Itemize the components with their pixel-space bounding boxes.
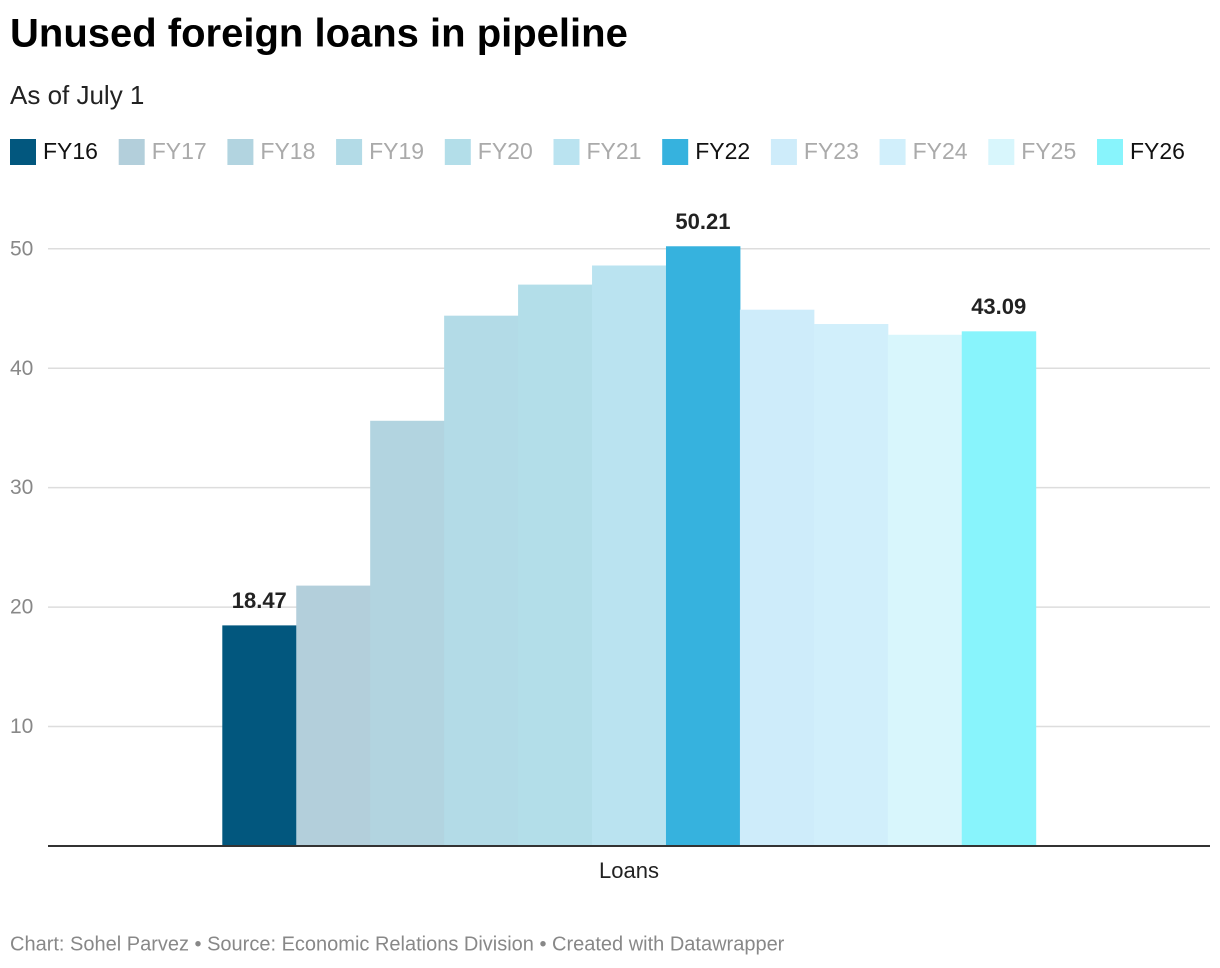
bar bbox=[296, 585, 371, 846]
value-label: 18.47 bbox=[232, 588, 287, 613]
legend-label: FY16 bbox=[43, 138, 98, 164]
bar bbox=[222, 625, 297, 846]
legend-label: FY21 bbox=[587, 138, 642, 164]
legend-label: FY18 bbox=[260, 138, 315, 164]
bar bbox=[665, 246, 741, 847]
legend-swatch bbox=[1097, 139, 1123, 165]
legend-swatch bbox=[770, 139, 797, 165]
bar bbox=[592, 265, 667, 846]
bar bbox=[813, 324, 889, 846]
legend-label: FY20 bbox=[478, 138, 533, 164]
y-tick-label: 50 bbox=[10, 237, 33, 260]
value-label: 43.09 bbox=[971, 294, 1026, 319]
y-tick-label: 10 bbox=[10, 715, 33, 738]
legend-swatch bbox=[227, 139, 254, 165]
legend-label: FY25 bbox=[1021, 138, 1076, 164]
legend-swatch bbox=[988, 139, 1015, 165]
legend-label: FY22 bbox=[695, 138, 750, 164]
legend-swatch bbox=[444, 139, 471, 165]
y-tick-label: 30 bbox=[10, 476, 33, 499]
bar bbox=[739, 309, 815, 846]
legend-label: FY19 bbox=[369, 138, 424, 164]
bar bbox=[444, 315, 519, 847]
value-label: 50.21 bbox=[675, 209, 730, 234]
legend-swatch bbox=[553, 139, 580, 165]
legend-label: FY23 bbox=[804, 138, 859, 164]
legend-label: FY26 bbox=[1130, 138, 1185, 164]
x-tick-label: Loans bbox=[599, 858, 659, 883]
legend-swatch bbox=[336, 139, 363, 165]
source-note: Chart: Sohel Parvez • Source: Economic R… bbox=[10, 933, 785, 955]
bar bbox=[370, 420, 445, 846]
y-tick-label: 40 bbox=[10, 357, 33, 380]
chart-title: Unused foreign loans in pipeline bbox=[10, 12, 628, 56]
legend-swatch bbox=[879, 139, 906, 165]
y-tick-label: 20 bbox=[10, 596, 33, 619]
legend-label: FY24 bbox=[913, 138, 968, 164]
legend-swatch bbox=[10, 139, 36, 165]
bar bbox=[961, 331, 1037, 846]
bar bbox=[887, 334, 963, 846]
chart-subtitle: As of July 1 bbox=[10, 80, 144, 110]
legend-swatch bbox=[118, 139, 145, 165]
legend-label: FY17 bbox=[152, 138, 207, 164]
bar bbox=[518, 284, 593, 847]
legend-swatch bbox=[662, 139, 689, 165]
